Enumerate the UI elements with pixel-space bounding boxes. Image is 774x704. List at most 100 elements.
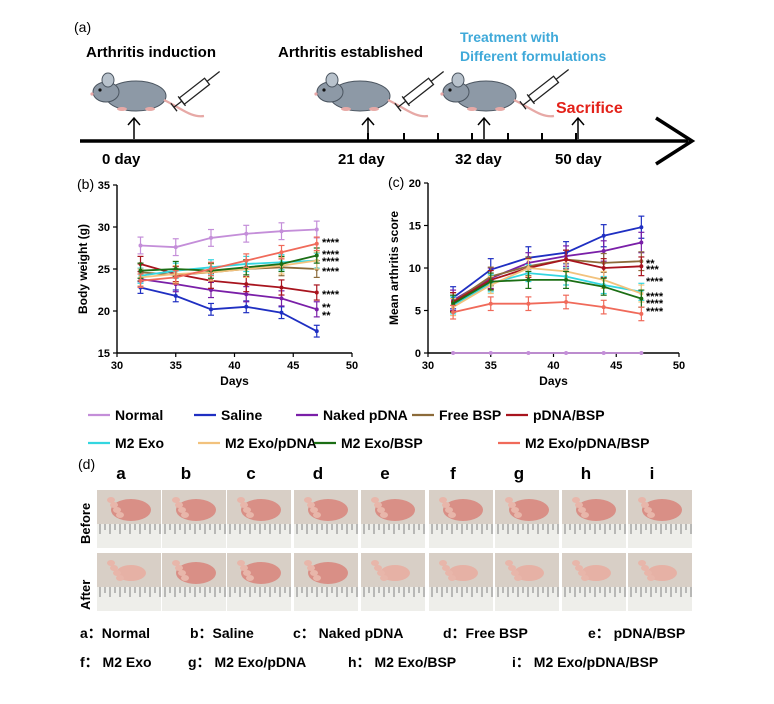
paw-toe xyxy=(307,565,315,571)
series-line xyxy=(140,254,317,272)
significance-marker: **** xyxy=(646,298,664,310)
stage-established-label: Arthritis established xyxy=(278,44,423,61)
data-point xyxy=(639,225,644,230)
data-point xyxy=(244,282,249,287)
ruler xyxy=(562,524,626,548)
paw-toe xyxy=(575,565,583,571)
paw-toe xyxy=(374,502,382,508)
paw-photo-before-e xyxy=(361,490,425,548)
chart-body-weight: (b) 15 20 25 30 35 30 35 40 45 50 Days Body weight (… xyxy=(76,176,358,388)
paw-toe xyxy=(374,565,382,571)
column-label-d: d xyxy=(313,464,323,483)
data-point xyxy=(639,296,644,301)
ruler xyxy=(429,587,493,611)
panel-a-label: (a) xyxy=(74,19,91,35)
group-key-item: e： pDNA/BSP xyxy=(588,625,685,641)
significance-marker: **** xyxy=(322,237,340,249)
ruler xyxy=(97,587,161,611)
paw-toe xyxy=(439,497,447,503)
data-point xyxy=(279,285,284,290)
data-point xyxy=(138,268,143,273)
y-tick-label: 35 xyxy=(98,180,110,192)
paw-toe xyxy=(442,502,450,508)
data-point xyxy=(279,250,284,255)
paw-toe xyxy=(107,560,115,566)
paw-toe xyxy=(237,497,245,503)
series-naked-pdna xyxy=(450,231,645,312)
column-label-e: e xyxy=(380,464,389,483)
paw-toe xyxy=(172,560,180,566)
paw-toe xyxy=(110,565,118,571)
data-point xyxy=(526,277,531,282)
data-point xyxy=(526,266,531,270)
paw-toe xyxy=(581,575,589,581)
column-label-c: c xyxy=(246,464,255,483)
y-axis-label: Mean arthritis score xyxy=(387,211,401,325)
x-tick-label: 40 xyxy=(547,360,559,372)
data-point xyxy=(451,310,456,315)
paw-toe xyxy=(641,502,649,508)
column-label-a: a xyxy=(116,464,126,483)
panel-label: (b) xyxy=(77,176,94,192)
paw-toe xyxy=(181,512,189,518)
series-normal xyxy=(451,351,644,355)
series-normal xyxy=(137,220,320,257)
legend-label: M2 Exo/pDNA xyxy=(225,435,317,451)
data-point xyxy=(314,253,319,258)
data-point xyxy=(601,249,606,253)
significance-marker: **** xyxy=(322,256,340,268)
column-label-g: g xyxy=(514,464,524,483)
paw-photo-before-i xyxy=(628,490,692,548)
ruler xyxy=(294,524,358,548)
paw-toe xyxy=(581,512,589,518)
data-point xyxy=(639,351,644,355)
data-point xyxy=(279,229,284,234)
data-point xyxy=(314,241,319,246)
ruler xyxy=(162,524,226,548)
data-point xyxy=(564,257,569,262)
paw-toe xyxy=(116,512,124,518)
paw-toe xyxy=(313,512,321,518)
paw-toe xyxy=(511,507,519,513)
data-point xyxy=(209,307,213,312)
stage-treatment-label-line1: Treatment with xyxy=(460,29,559,45)
y-tick-label: 15 xyxy=(98,348,110,360)
column-label-h: h xyxy=(581,464,591,483)
timeline-axis xyxy=(80,116,696,166)
group-key-item: h： M2 Exo/BSP xyxy=(348,654,456,670)
paw-toe xyxy=(246,512,254,518)
paw-photo-grid: a b c d e f g h i xyxy=(97,464,692,611)
paw-toe xyxy=(178,507,186,513)
paw-toe xyxy=(505,560,513,566)
data-point xyxy=(244,258,249,263)
stage-treatment-label-line2: Different formulations xyxy=(460,48,606,64)
paw-toe xyxy=(178,570,186,576)
timeline-day-32: 32 day xyxy=(455,151,502,168)
ruler xyxy=(429,524,493,548)
x-tick-label: 30 xyxy=(111,360,123,372)
series-line xyxy=(452,241,642,302)
x-axis-label: Days xyxy=(539,374,568,388)
ruler xyxy=(227,524,291,548)
legend-label: Normal xyxy=(115,407,163,423)
legend-item: Normal xyxy=(88,407,163,423)
paw-photo-after-e xyxy=(361,553,425,611)
significance-marker: **** xyxy=(646,291,664,303)
data-point xyxy=(488,279,493,284)
series-line xyxy=(140,278,318,311)
paw-toe xyxy=(110,502,118,508)
paw-toe xyxy=(638,497,646,503)
paw-toe xyxy=(237,560,245,566)
legend-item: Free BSP xyxy=(412,407,501,423)
y-tick-label: 5 xyxy=(415,306,421,318)
paw-photo-before-d xyxy=(294,490,358,548)
paw-toe xyxy=(647,512,655,518)
legend-item: M2 Exo/BSP xyxy=(314,435,423,451)
paw-toe xyxy=(246,575,254,581)
legend-label: M2 Exo xyxy=(115,435,164,451)
data-point xyxy=(601,266,606,270)
y-tick-label: 30 xyxy=(98,222,110,234)
data-point xyxy=(601,305,606,310)
data-point xyxy=(526,301,531,306)
